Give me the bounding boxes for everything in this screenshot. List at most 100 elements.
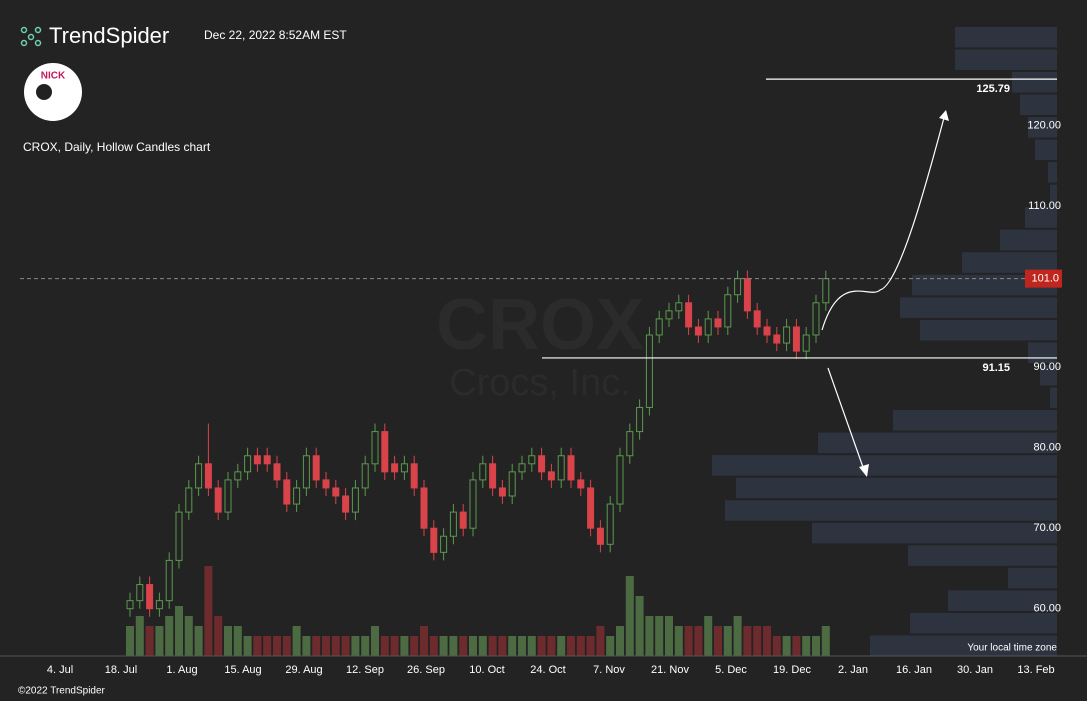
axes: 60.00 70.00 80.00 90.00 110.00 120.00 4. Jul 18… — [20, 78, 1062, 676]
candle-body — [538, 455, 546, 473]
candle-body — [371, 431, 379, 465]
candle-body — [391, 463, 399, 473]
candle-body — [361, 463, 369, 489]
volume-bar — [567, 636, 575, 656]
volume-bar — [469, 636, 477, 656]
watermark-symbol: CROX — [436, 285, 644, 365]
volume-bar — [380, 636, 389, 656]
volume-bar — [449, 636, 458, 656]
x-tick-label: 18. Jul — [105, 664, 137, 676]
volume-bar — [645, 616, 654, 656]
candle-body — [498, 487, 506, 497]
volume-bar — [498, 636, 507, 656]
y-tick-label: 110.00 — [1028, 200, 1061, 212]
candle-body — [204, 463, 212, 489]
volume-bar — [616, 626, 624, 656]
y-tick-label: 90.00 — [1033, 361, 1061, 373]
x-tick-label: 15. Aug — [224, 664, 261, 676]
candle-body — [792, 326, 800, 352]
volume-bar — [341, 636, 350, 656]
chart-label: CROX, Daily, Hollow Candles chart — [23, 140, 211, 154]
volume-bar — [263, 636, 272, 656]
candle-body — [195, 463, 203, 489]
x-tick-label: 24. Oct — [530, 664, 565, 676]
volume-bar — [233, 626, 242, 656]
candle-body — [253, 455, 261, 465]
profile-bar — [962, 252, 1057, 273]
profile-bar — [870, 635, 1057, 656]
candle-body — [146, 584, 154, 610]
volume-bar — [704, 616, 713, 656]
candle-body — [342, 495, 350, 513]
logo-text: NICK — [41, 71, 66, 82]
x-tick-label: 12. Sep — [346, 664, 384, 676]
candle-body — [704, 318, 712, 336]
volume-bar — [606, 636, 615, 656]
volume-bar — [733, 616, 742, 656]
volume-bar — [812, 636, 820, 656]
candle-body — [322, 479, 330, 489]
candle-body — [479, 463, 487, 481]
volume-bar — [684, 626, 693, 656]
profile-bar — [812, 522, 1057, 544]
y-tick-label: 70.00 — [1033, 522, 1061, 534]
candle-body — [783, 326, 791, 344]
candle-body — [351, 487, 359, 513]
candle-body — [136, 584, 144, 602]
volume-bar — [625, 576, 634, 656]
candle-body — [763, 326, 771, 336]
volume-bar — [351, 636, 360, 656]
candle-body — [165, 559, 173, 602]
x-tick-label: 30. Jan — [957, 664, 993, 676]
volume-bar — [204, 566, 213, 656]
profile-bar — [1040, 364, 1057, 386]
profile-bar — [1028, 117, 1057, 138]
candle-body — [734, 278, 742, 296]
y-tick-label: 120.00 — [1027, 120, 1061, 132]
profile-bar — [1020, 94, 1057, 116]
volume-bar — [508, 636, 517, 656]
x-tick-label: 19. Dec — [773, 664, 811, 676]
candle-body — [675, 302, 683, 312]
candle-body — [528, 455, 536, 465]
candle-body — [655, 318, 663, 336]
arrow-down — [827, 367, 865, 471]
volume-bar — [253, 636, 262, 656]
candle-body — [802, 334, 810, 352]
candle-body — [185, 487, 193, 513]
profile-bar — [1050, 387, 1057, 409]
volume-bar — [821, 626, 830, 656]
candle-body — [263, 455, 271, 465]
profile-bar — [920, 319, 1057, 341]
candle-body — [645, 334, 653, 408]
candle-body — [714, 318, 722, 328]
profile-bar — [1028, 342, 1057, 363]
candle-body — [332, 487, 340, 497]
volume-bar — [743, 626, 752, 656]
x-tick-label: 5. Dec — [715, 664, 747, 676]
candle-body — [312, 455, 320, 481]
volume-bar — [135, 616, 144, 656]
profile-bar — [948, 590, 1057, 611]
volume-bar — [802, 636, 811, 656]
profile-bar — [1035, 139, 1057, 161]
x-tick-label: 26. Sep — [407, 664, 445, 676]
profile-bar — [1012, 71, 1057, 93]
x-tick-label: 7. Nov — [593, 664, 625, 676]
candle-body — [685, 302, 693, 328]
candle-body — [616, 455, 624, 505]
candle-body — [420, 487, 428, 529]
copyright: ©2022 TrendSpider — [18, 686, 106, 697]
volume-bar — [723, 626, 732, 656]
candle-body — [577, 479, 585, 489]
x-tick-label: 2. Jan — [838, 664, 868, 676]
candles — [126, 270, 830, 617]
profile-bar — [1050, 184, 1057, 206]
logo-coin — [36, 84, 52, 100]
candle-body — [665, 310, 673, 320]
brand-icon — [20, 26, 42, 47]
volume-bar — [175, 606, 183, 656]
arrowhead-up — [939, 110, 949, 121]
candle-body — [489, 463, 497, 489]
candle-body — [694, 326, 702, 336]
